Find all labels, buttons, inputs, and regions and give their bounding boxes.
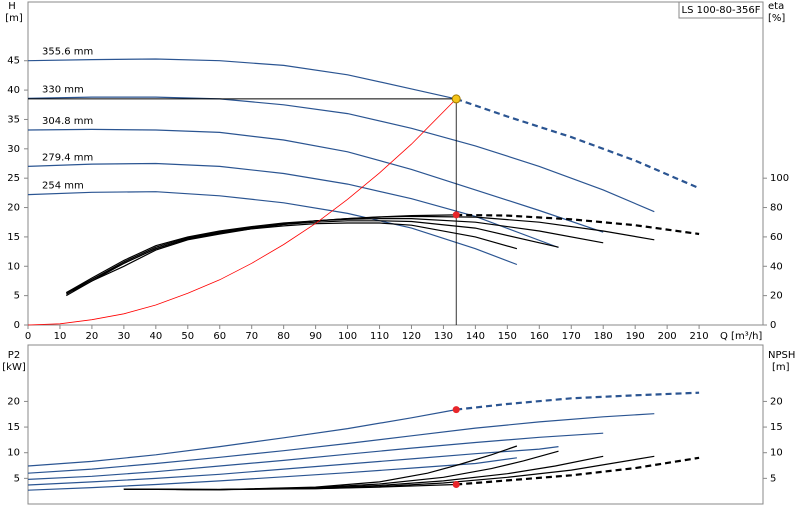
- y2-tick-label: 15: [770, 422, 783, 433]
- curve-label: 330 mm: [42, 84, 84, 95]
- x-tick-label: 90: [309, 331, 322, 342]
- y2-tick-label: 40: [770, 261, 783, 272]
- curve-dashed: [456, 391, 700, 411]
- y-tick-label: 5: [14, 291, 20, 302]
- y-tick-label: 20: [7, 396, 20, 407]
- x-label: Q [m³/h]: [720, 331, 762, 342]
- x-tick-label: 10: [54, 331, 67, 342]
- x-tick-label: 30: [118, 331, 131, 342]
- y-label: P2: [8, 350, 20, 361]
- y2-unit: [m]: [772, 362, 790, 373]
- duty-point: [451, 94, 461, 104]
- chart-title: LS 100-80-356F: [682, 5, 761, 16]
- curve: [27, 98, 457, 326]
- y2-tick-label: 80: [770, 203, 783, 214]
- y2-tick-label: 0: [770, 320, 776, 331]
- y-tick-label: 10: [7, 448, 20, 459]
- y-label: H: [8, 1, 16, 12]
- operating-point: [452, 406, 460, 414]
- operating-point: [452, 481, 460, 489]
- y-tick-label: 35: [7, 114, 20, 125]
- curve: [27, 457, 517, 491]
- curve: [27, 162, 559, 249]
- y2-tick-label: 20: [770, 396, 783, 407]
- curve: [27, 432, 604, 480]
- x-tick-label: 130: [434, 331, 453, 342]
- curve: [66, 222, 518, 297]
- x-tick-label: 170: [562, 331, 581, 342]
- x-tick-label: 70: [245, 331, 258, 342]
- plot-frame-bottom: [27, 344, 764, 505]
- y-tick-label: 15: [7, 232, 20, 243]
- x-tick-label: 180: [594, 331, 613, 342]
- curve: [66, 220, 559, 295]
- x-tick-label: 0: [25, 331, 31, 342]
- y2-unit: [%]: [768, 13, 785, 24]
- curve-label: 355.6 mm: [42, 47, 93, 58]
- y-tick-label: 40: [7, 85, 20, 96]
- curve: [27, 96, 655, 213]
- y-tick-label: 25: [7, 173, 20, 184]
- y-tick-label: 10: [7, 261, 20, 272]
- y2-label: NPSH: [768, 350, 795, 361]
- y-unit: [m]: [5, 13, 23, 24]
- operating-point: [452, 211, 460, 219]
- y-unit: [kW]: [2, 362, 26, 373]
- curve: [66, 218, 604, 294]
- x-tick-label: 80: [277, 331, 290, 342]
- x-tick-label: 60: [213, 331, 226, 342]
- y-tick-label: 15: [7, 422, 20, 433]
- y-tick-label: 20: [7, 203, 20, 214]
- y2-tick-label: 10: [770, 448, 783, 459]
- x-tick-label: 140: [466, 331, 485, 342]
- curve: [27, 446, 559, 486]
- x-tick-label: 40: [149, 331, 162, 342]
- curve-dashed: [455, 97, 700, 190]
- curve-dashed: [456, 456, 700, 486]
- curve: [27, 409, 457, 467]
- curve: [123, 445, 518, 491]
- y2-tick-label: 60: [770, 232, 783, 243]
- curve-label: 304.8 mm: [42, 116, 93, 127]
- x-tick-label: 210: [690, 331, 709, 342]
- x-tick-label: 120: [402, 331, 421, 342]
- x-tick-label: 160: [530, 331, 549, 342]
- x-tick-label: 150: [498, 331, 517, 342]
- plot-frame-top: [27, 1, 764, 326]
- y-tick-label: 5: [14, 473, 20, 484]
- title-box: [678, 1, 764, 19]
- x-tick-label: 110: [370, 331, 389, 342]
- y-tick-label: 45: [7, 56, 20, 67]
- y2-tick-label: 5: [770, 473, 776, 484]
- x-tick-label: 190: [626, 331, 645, 342]
- y-tick-label: 30: [7, 144, 20, 155]
- curve: [27, 58, 457, 100]
- x-tick-label: 200: [658, 331, 677, 342]
- y-tick-label: 0: [14, 320, 20, 331]
- x-tick-label: 50: [181, 331, 194, 342]
- curve-dashed: [456, 213, 700, 236]
- x-tick-label: 20: [86, 331, 99, 342]
- curve-label: 254 mm: [42, 181, 84, 192]
- y2-label: eta: [768, 1, 784, 12]
- curve: [27, 191, 518, 266]
- y2-tick-label: 20: [770, 291, 783, 302]
- y2-tick-label: 100: [770, 173, 789, 184]
- curve-label: 279.4 mm: [42, 152, 93, 163]
- curve: [27, 128, 604, 233]
- curve: [27, 413, 655, 474]
- x-tick-label: 100: [338, 331, 357, 342]
